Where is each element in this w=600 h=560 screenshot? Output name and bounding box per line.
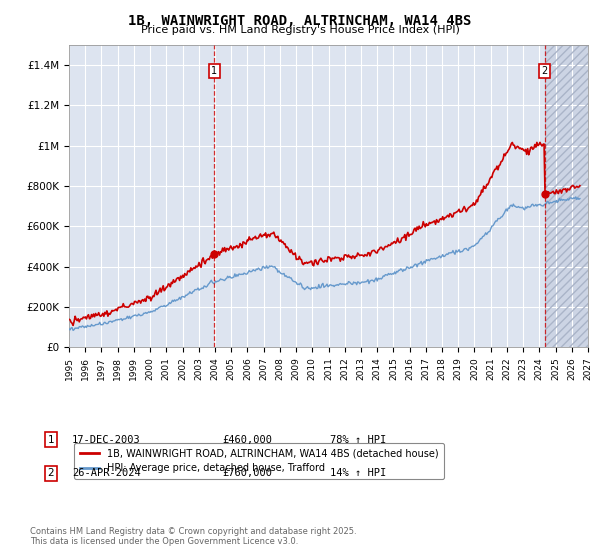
Text: 1B, WAINWRIGHT ROAD, ALTRINCHAM, WA14 4BS: 1B, WAINWRIGHT ROAD, ALTRINCHAM, WA14 4B… [128,14,472,28]
Text: 1: 1 [47,435,55,445]
Text: £760,000: £760,000 [222,468,272,478]
Text: 1: 1 [211,66,217,76]
Text: 26-APR-2024: 26-APR-2024 [72,468,141,478]
Legend: 1B, WAINWRIGHT ROAD, ALTRINCHAM, WA14 4BS (detached house), HPI: Average price, : 1B, WAINWRIGHT ROAD, ALTRINCHAM, WA14 4B… [74,443,445,479]
Text: 2: 2 [541,66,548,76]
Text: 14% ↑ HPI: 14% ↑ HPI [330,468,386,478]
Text: 17-DEC-2003: 17-DEC-2003 [72,435,141,445]
Text: 78% ↑ HPI: 78% ↑ HPI [330,435,386,445]
Text: Price paid vs. HM Land Registry's House Price Index (HPI): Price paid vs. HM Land Registry's House … [140,25,460,35]
Text: Contains HM Land Registry data © Crown copyright and database right 2025.
This d: Contains HM Land Registry data © Crown c… [30,526,356,546]
Bar [545,45,588,347]
Bar [545,45,588,347]
Text: 2: 2 [47,468,55,478]
Text: £460,000: £460,000 [222,435,272,445]
